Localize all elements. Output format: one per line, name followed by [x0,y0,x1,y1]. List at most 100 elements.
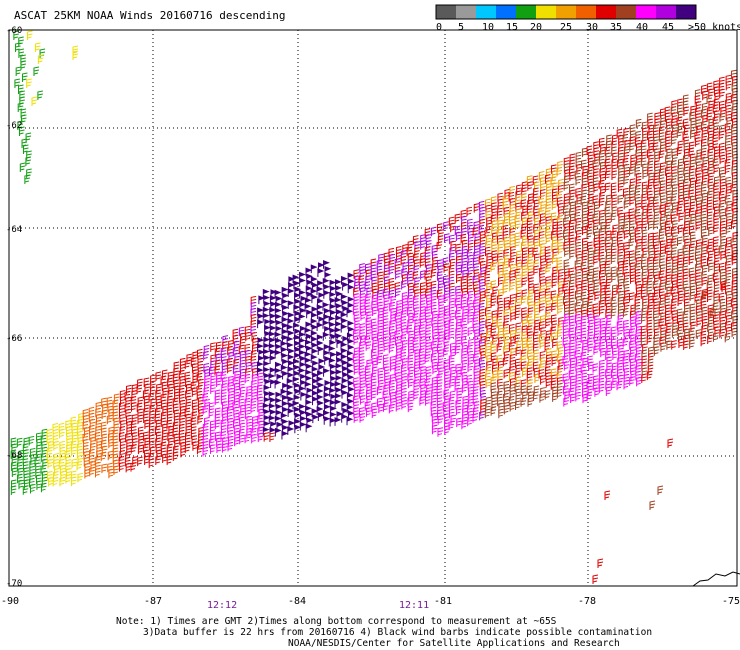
wind-barb [508,341,515,352]
wind-barb [683,124,690,134]
wind-barb [125,396,131,407]
wind-barb [617,176,624,187]
wind-barb [484,228,491,239]
wind-barb [119,426,126,436]
wind-barb [622,133,629,144]
wind-barb [456,255,462,266]
wind-barb [652,142,659,152]
wind-barb [269,313,277,322]
wind-barb [298,313,306,323]
wind-barb [72,50,79,60]
wind-barb [497,396,503,407]
wind-barb [605,320,612,330]
wind-barb [618,170,624,181]
wind-barb [395,318,402,328]
colorbar-segment [456,5,477,19]
wind-barb [299,277,306,287]
wind-barb [551,374,557,384]
wind-barb [340,293,348,303]
wind-barb [257,313,265,323]
wind-barb [731,252,738,262]
wind-barb [425,342,431,352]
wind-barb [474,239,480,249]
wind-barb [282,370,289,380]
wind-barb [597,558,604,568]
wind-barb [610,254,617,264]
wind-barb [730,93,737,104]
wind-barb [425,336,432,346]
wind-barb [671,244,677,254]
wind-barb [311,342,319,352]
wind-barb [623,127,630,138]
wind-barb [600,323,606,334]
wind-barb [112,399,119,410]
wind-barb [340,323,348,333]
wind-barb [582,339,588,350]
wind-barb [353,335,360,345]
wind-barb [400,352,407,362]
wind-barb [24,174,30,184]
wind-barb [545,198,552,208]
wind-barb [671,160,677,170]
wind-barb [443,293,450,303]
wind-barb [473,365,480,375]
wind-barb [682,274,689,284]
wind-barb [407,378,414,389]
wind-barb [210,342,216,352]
wind-barb [587,385,594,395]
wind-barb [197,354,204,365]
wind-barb [317,280,324,289]
wind-barb [329,291,337,301]
wind-barb [274,379,282,389]
wind-barb [635,130,641,141]
wind-barb [179,381,185,392]
wind-barb [731,279,738,290]
wind-barb [605,278,612,288]
wind-barb [251,433,257,444]
wind-barb [316,388,324,397]
wind-barb [449,312,456,323]
wind-barb [660,342,667,352]
wind-barb [281,400,289,410]
wind-barb [593,375,599,385]
wind-barb [40,464,47,475]
wind-barb [424,354,431,364]
wind-barb [652,232,659,242]
wind-barb [466,296,473,307]
wind-barb [330,381,337,391]
wind-barb [594,321,600,331]
wind-barb [377,319,384,330]
wind-barb [731,123,737,134]
wind-barb [540,375,546,385]
wind-barb [599,305,605,316]
wind-barb [635,118,642,129]
wind-barb [516,286,522,296]
wind-barb [244,433,251,444]
wind-barb [479,212,485,223]
wind-barb [221,443,228,453]
wind-barb [582,243,588,254]
wind-barb [33,66,40,76]
wind-barb [509,185,516,196]
wind-barb [274,427,282,437]
wind-barb [293,322,300,332]
wind-barb [137,414,144,425]
wind-barb [252,415,258,426]
wind-barb [190,423,197,433]
wind-barb [564,379,570,389]
wind-barb [294,412,302,422]
wind-barb [731,129,737,140]
wind-barb [659,282,665,292]
wind-barb [282,406,289,416]
wind-barb [684,286,690,296]
wind-barb [646,148,653,159]
wind-barb [431,292,437,303]
wind-barb [712,104,719,114]
wind-barb [479,278,485,289]
wind-barb [437,235,444,245]
wind-barb [635,322,642,333]
wind-barb [280,364,288,374]
wind-barb [700,336,707,347]
wind-barb [569,273,576,284]
wind-barb [484,408,491,419]
